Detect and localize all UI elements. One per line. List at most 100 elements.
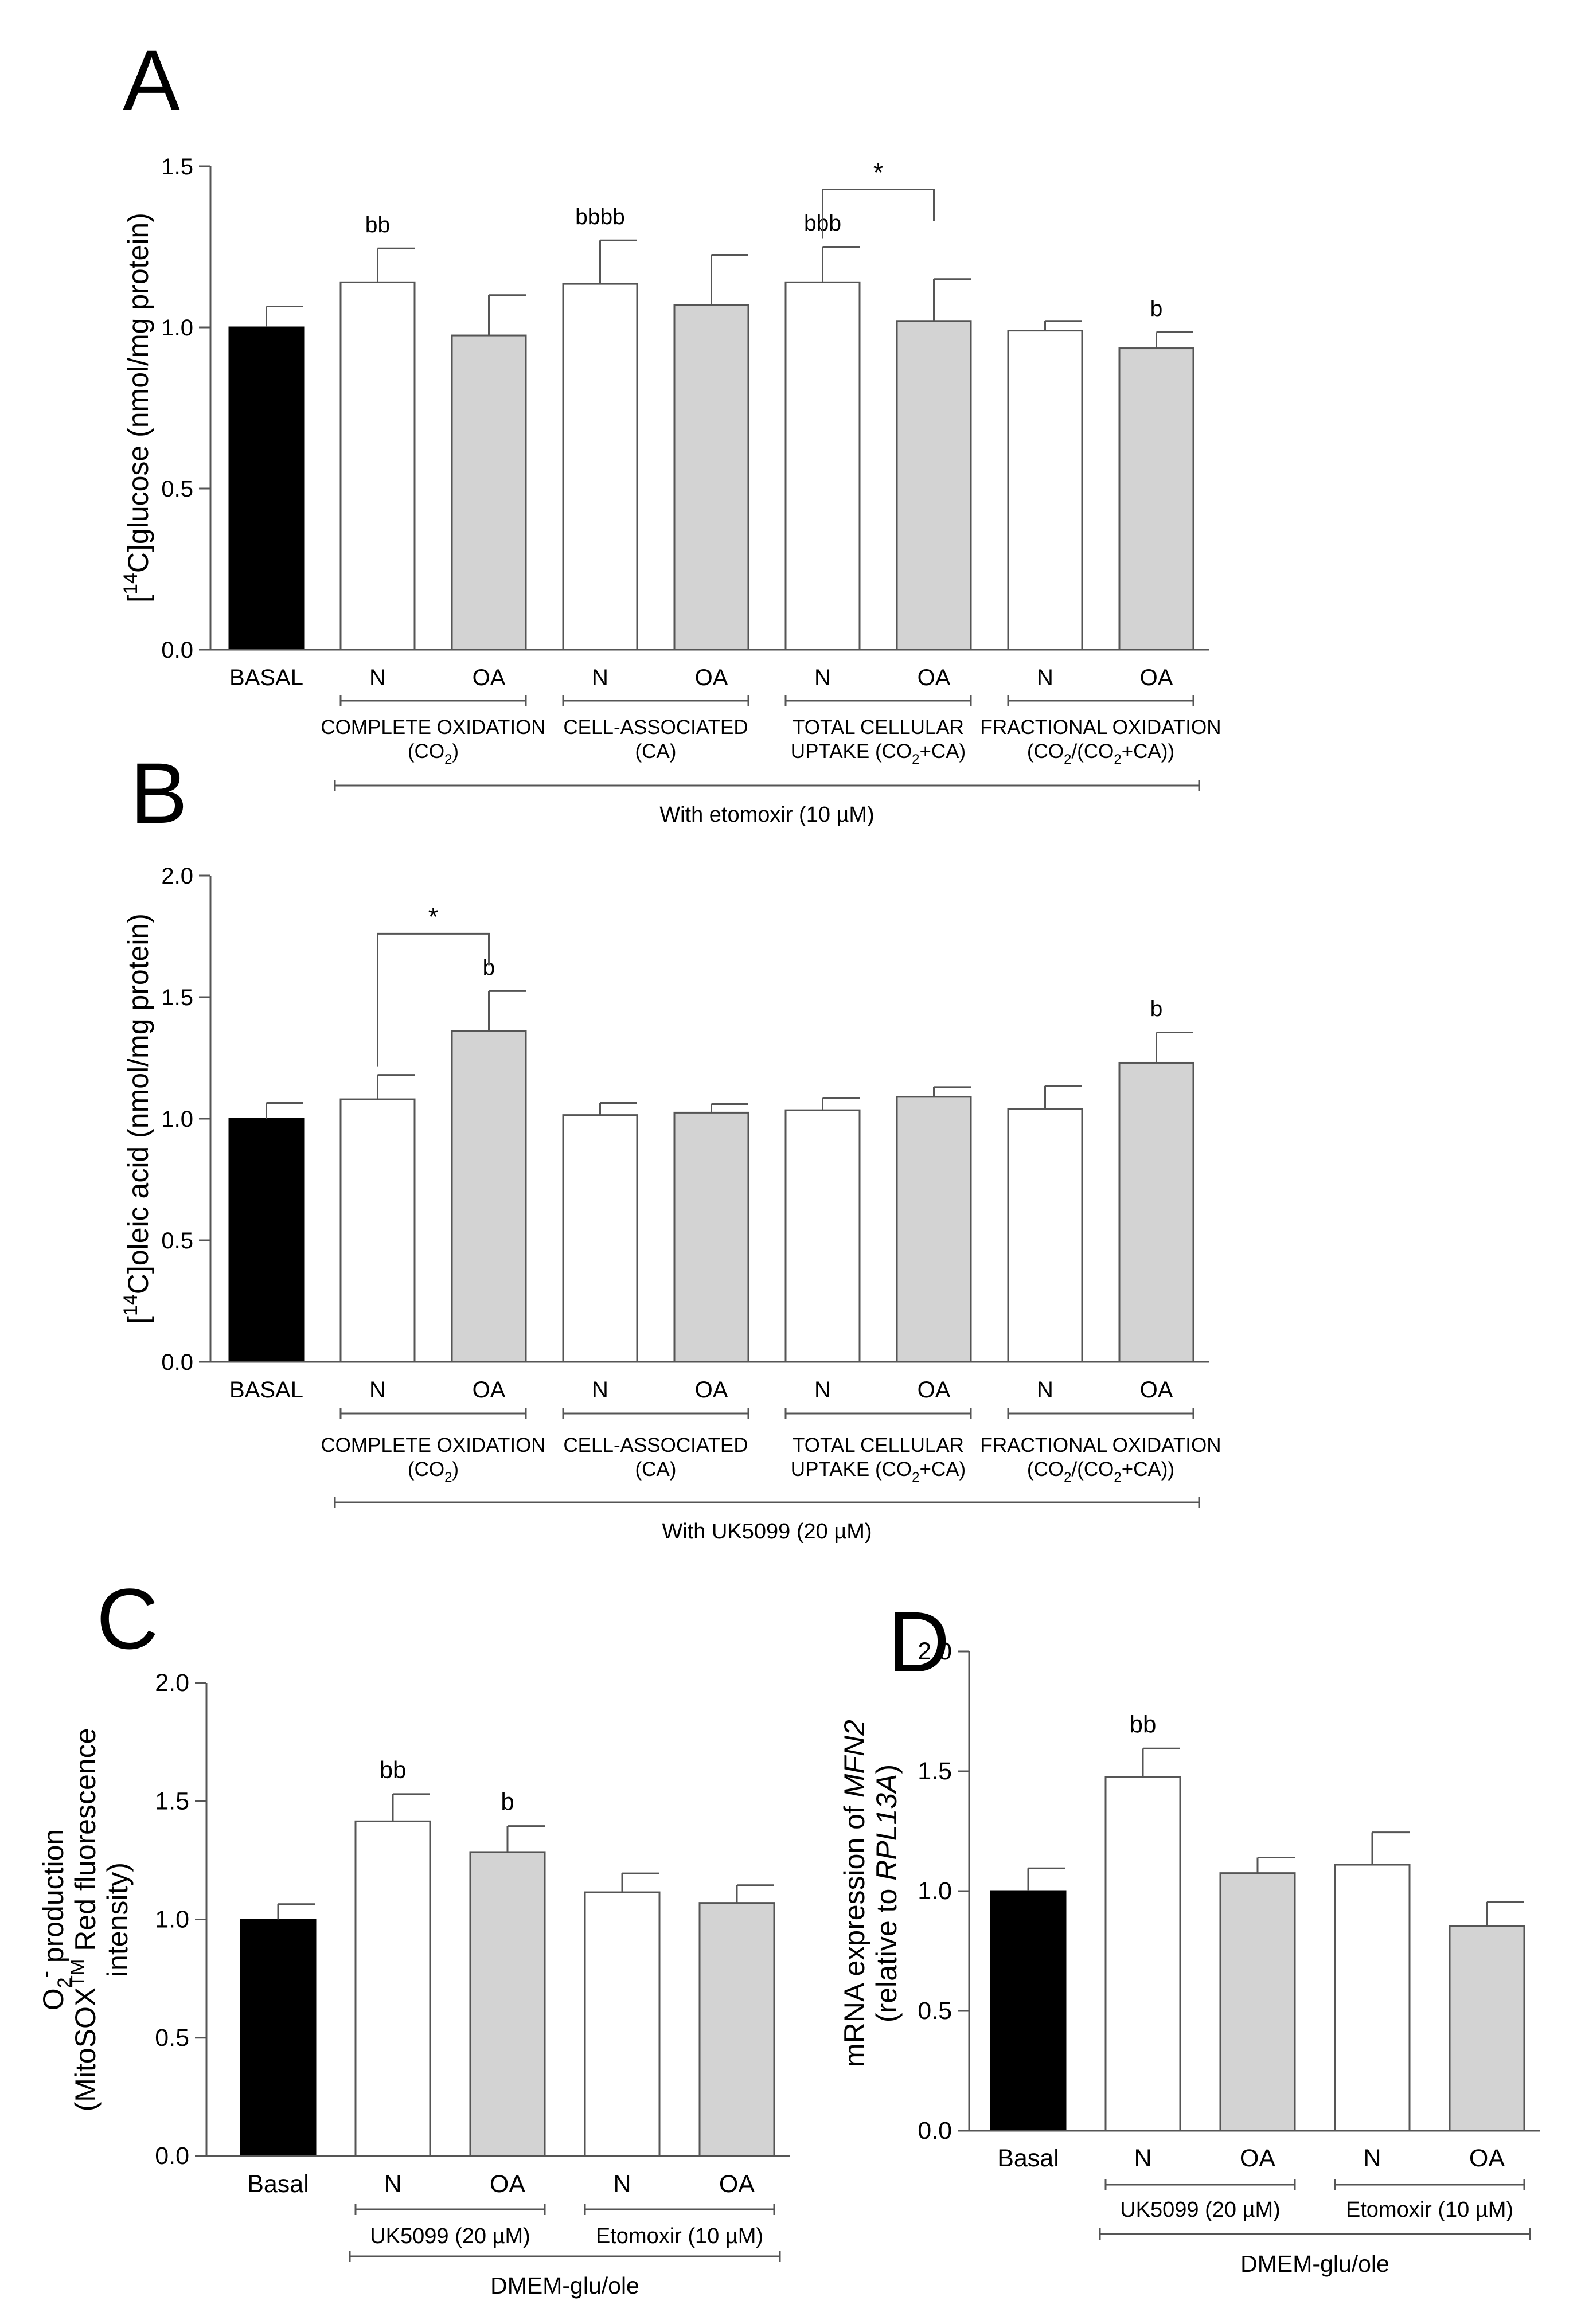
y-tick-label: 0.5 [918, 1997, 952, 2025]
bar [1118, 347, 1194, 651]
y-axis-title: [14C]oleic acid (nmol/mg protein) [120, 913, 154, 1324]
y-tick-label: 0.0 [161, 638, 193, 663]
group-label: CELL-ASSOCIATED [563, 716, 748, 739]
category-label: N [814, 1377, 831, 1403]
chart-d: Basal bb N OA N OA 0.0 0.5 1.0 1.5 2.0 mRNA express… [838, 1638, 1540, 2277]
category-label: N [814, 665, 831, 690]
y-tick-label: 2.0 [161, 864, 193, 889]
group-label-segment: (CO [408, 740, 444, 763]
group-label-segment: +CA)) [1122, 1458, 1174, 1481]
y-axis-title-segment: C]glucose (nmol/mg protein) [122, 213, 154, 573]
bar [1007, 330, 1083, 651]
significance-star: * [873, 158, 884, 188]
group-label: UK5099 (20 µM) [370, 2224, 530, 2248]
group-label: TOTAL CELLULAR [793, 716, 964, 739]
y-tick-label: 0.5 [161, 1228, 193, 1253]
significance-letter: b [1150, 997, 1163, 1021]
overall-label: DMEM-glu/ole [490, 2272, 639, 2299]
category-label: OA [1240, 2145, 1275, 2172]
y-tick-label: 1.0 [161, 315, 193, 341]
y-axis-title-line-segment: O [37, 1988, 69, 2010]
bar [1449, 1925, 1525, 2132]
category-label: N [592, 665, 608, 690]
y-axis-title-line-segment: mRNA expression of [838, 1798, 870, 2067]
y-axis-title-line-segment: ) [870, 1764, 903, 1774]
y-tick-label: 1.5 [155, 1787, 189, 1815]
category-label: OA [473, 1377, 506, 1403]
category-label: OA [1140, 1377, 1173, 1403]
y-tick-label: 0.0 [155, 2142, 189, 2170]
bar [228, 326, 305, 651]
group-label: CELL-ASSOCIATED [563, 1434, 748, 1456]
category-label: N [613, 2170, 631, 2198]
group-label-segment: UK5099 (20 µM) [370, 2224, 530, 2248]
y-tick-label: 0.5 [161, 476, 193, 502]
group-label: UPTAKE (CO2+CA) [791, 1458, 966, 1485]
category-label: OA [1469, 2145, 1505, 2172]
y-axis-title-line: mRNA expression of MFN2 [838, 1720, 870, 2067]
panel-label-a: A [123, 32, 180, 128]
group-label-segment: FRACTIONAL OXIDATION [980, 716, 1221, 739]
category-label: N [1363, 2145, 1381, 2172]
group-label: (CO2/(CO2+CA)) [1027, 1458, 1174, 1485]
bar [339, 1098, 416, 1363]
significance-letter: bb [365, 213, 390, 237]
category-label: OA [490, 2170, 525, 2198]
group-label-segment: UK5099 (20 µM) [1120, 2198, 1281, 2222]
bar [469, 1851, 546, 2157]
group-label-segment: TOTAL CELLULAR [793, 1434, 964, 1456]
group-label: FRACTIONAL OXIDATION [980, 716, 1221, 739]
y-tick-label: 0.0 [161, 1350, 193, 1375]
bar [562, 1114, 638, 1363]
group-label: (CO2/(CO2+CA)) [1027, 740, 1174, 767]
y-tick-label: 2.0 [918, 1638, 952, 1665]
bar [990, 1890, 1067, 2132]
group-label-segment: 2 [1064, 752, 1071, 767]
y-axis-title-line-segment: MFN2 [838, 1720, 870, 1798]
significance-star: * [428, 902, 439, 931]
group-label: COMPLETE OXIDATION [321, 716, 545, 739]
bar [784, 281, 861, 651]
group-label: (CA) [635, 1458, 677, 1481]
y-axis-title-line: intensity) [102, 1862, 134, 1977]
group-label-segment: 2 [444, 752, 452, 767]
y-axis-title-line-segment: - [35, 1971, 57, 1977]
bar [896, 320, 972, 651]
group-label: (CA) [635, 740, 677, 763]
group-label-segment: /(CO [1071, 740, 1114, 763]
bar [673, 1111, 749, 1363]
y-axis-title-line-segment: 2 [54, 1977, 76, 1988]
bar [784, 1109, 861, 1363]
group-label-segment: CELL-ASSOCIATED [563, 1434, 748, 1456]
bar [240, 1919, 317, 2157]
bar [228, 1118, 305, 1363]
group-label: COMPLETE OXIDATION [321, 1434, 545, 1456]
panel-label-d: D [888, 1593, 950, 1690]
category-label: OA [695, 1377, 728, 1403]
y-tick-label: 1.0 [918, 1877, 952, 1905]
category-label: BASAL [229, 1377, 303, 1403]
overall-label: DMEM-glu/ole [1240, 2251, 1389, 2277]
y-axis-title-line-segment: TM [67, 1959, 89, 1987]
category-label: N [592, 1377, 608, 1403]
group-label-segment: Etomoxir (10 µM) [1346, 2198, 1513, 2222]
y-tick-label: 1.5 [161, 154, 193, 179]
category-label: N [1134, 2145, 1151, 2172]
bar [896, 1096, 972, 1363]
y-axis-title-line: (relative to RPL13A) [870, 1764, 903, 2022]
y-axis-title-line-segment: (relative to [870, 1881, 903, 2022]
group-label-segment: CELL-ASSOCIATED [563, 716, 748, 739]
significance-letter: b [501, 1788, 514, 1815]
y-axis-title-line-segment: production [37, 1829, 69, 1971]
significance-letter: b [483, 955, 495, 980]
group-label-segment: 2 [1114, 752, 1121, 767]
group-label-segment: ) [452, 740, 459, 763]
significance-letter: bb [380, 1756, 407, 1783]
y-axis-title-segment: C]oleic acid (nmol/mg protein) [122, 913, 154, 1294]
category-label: N [369, 665, 386, 690]
panel-label-c: C [96, 1571, 158, 1667]
bar [451, 334, 527, 651]
group-label: (CO2) [408, 740, 459, 767]
group-label-segment: 2 [1114, 1470, 1121, 1485]
bar [354, 1820, 431, 2157]
